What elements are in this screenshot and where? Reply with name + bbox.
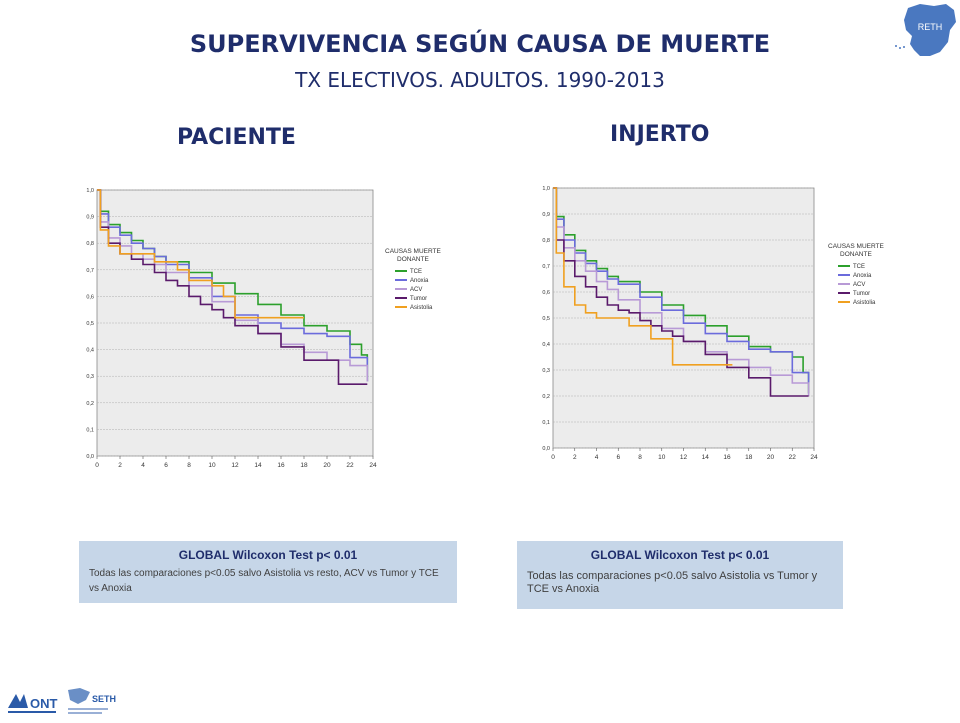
legend-item: TCE	[410, 269, 422, 275]
series-line-asistolia	[97, 189, 304, 319]
x-tick-label: 6	[616, 454, 620, 461]
x-tick-label: 8	[638, 454, 642, 461]
legend-item: Anoxia	[410, 278, 429, 284]
wilcoxon-text: Todas las comparaciones p<0.05 salvo Asi…	[89, 568, 439, 594]
legend-title: CAUSAS MUERTE	[385, 248, 442, 255]
x-tick-label: 10	[208, 462, 216, 469]
legend-item: Tumor	[853, 291, 870, 297]
x-tick-label: 16	[723, 454, 731, 461]
x-tick-label: 0	[95, 462, 99, 469]
y-tick-label: 0,1	[542, 420, 550, 426]
legend-item: ACV	[410, 287, 422, 293]
y-tick-label: 1,0	[542, 186, 550, 192]
y-tick-label: 0,5	[542, 316, 550, 322]
y-tick-label: 0,2	[86, 401, 94, 407]
x-tick-label: 20	[323, 462, 331, 469]
x-tick-label: 24	[810, 454, 818, 461]
x-tick-label: 16	[277, 462, 285, 469]
x-tick-label: 6	[164, 462, 168, 469]
x-tick-label: 24	[369, 462, 377, 469]
wilcoxon-heading: GLOBAL Wilcoxon Test p< 0.01	[590, 548, 770, 562]
x-tick-label: 10	[658, 454, 666, 461]
x-tick-label: 2	[573, 454, 577, 461]
y-tick-label: 0,9	[86, 215, 94, 221]
x-tick-label: 8	[187, 462, 191, 469]
y-tick-label: 0,1	[86, 427, 94, 433]
x-tick-label: 18	[745, 454, 753, 461]
y-tick-label: 0,8	[86, 241, 94, 247]
paciente-survival-chart: 0,00,10,20,30,40,50,60,70,80,91,00 2 4 6 8 10…	[86, 188, 442, 469]
x-tick-label: 20	[767, 454, 775, 461]
y-tick-label: 0,8	[542, 238, 550, 244]
seth-logo: SETH	[64, 686, 118, 718]
x-tick-label: 14	[254, 462, 262, 469]
y-tick-label: 0,4	[86, 348, 94, 354]
slide-subtitle: TX ELECTIVOS. ADULTOS. 1990-2013	[295, 68, 665, 92]
series-line-asistolia	[553, 187, 733, 366]
reth-map-logo: RETH	[890, 0, 960, 70]
x-tick-label: 4	[141, 462, 145, 469]
x-tick-label: 22	[346, 462, 354, 469]
y-tick-label: 0,7	[542, 264, 550, 270]
x-tick-label: 12	[680, 454, 688, 461]
y-tick-label: 0,3	[86, 374, 94, 380]
wilcoxon-heading: GLOBAL Wilcoxon Test p< 0.01	[178, 548, 358, 562]
legend-title: DONANTE	[397, 256, 429, 263]
y-tick-label: 0,0	[542, 446, 550, 452]
legend-item: ACV	[853, 282, 865, 288]
legend-item: Tumor	[410, 296, 427, 302]
y-tick-label: 0,2	[542, 394, 550, 400]
wilcoxon-text: Todas las comparaciones p<0.05 salvo Asi…	[527, 570, 818, 595]
legend-item: TCE	[853, 264, 865, 270]
wilcoxon-note-paciente: GLOBAL Wilcoxon Test p< 0.01 Todas las c…	[79, 541, 457, 603]
legend-title: DONANTE	[840, 251, 872, 258]
ont-logo-text: ONT	[30, 696, 58, 711]
x-tick-label: 0	[551, 454, 555, 461]
injerto-survival-chart: 0,00,10,20,30,40,50,60,70,80,91,00 2 4 6 8 10…	[542, 186, 885, 461]
legend-item: Anoxia	[853, 273, 872, 279]
x-tick-label: 2	[118, 462, 122, 469]
y-tick-label: 0,3	[542, 368, 550, 374]
seth-logo-text: SETH	[92, 694, 116, 704]
legend-item: Asistolia	[853, 300, 876, 306]
y-tick-label: 0,6	[542, 290, 550, 296]
x-tick-label: 12	[231, 462, 239, 469]
y-tick-label: 0,5	[86, 321, 94, 327]
panel-title-injerto: INJERTO	[610, 122, 710, 147]
x-tick-label: 18	[300, 462, 308, 469]
legend-title: CAUSAS MUERTE	[828, 243, 885, 250]
y-tick-label: 1,0	[86, 188, 94, 194]
y-tick-label: 0,4	[542, 342, 550, 348]
series-line-anoxia	[97, 189, 369, 382]
x-tick-label: 4	[595, 454, 599, 461]
wilcoxon-note-injerto: GLOBAL Wilcoxon Test p< 0.01 Todas las c…	[517, 541, 843, 609]
y-tick-label: 0,0	[86, 454, 94, 460]
series-line-tumor	[553, 187, 809, 397]
reth-logo-text: RETH	[918, 22, 943, 32]
x-tick-label: 14	[702, 454, 710, 461]
panel-title-paciente: PACIENTE	[177, 125, 296, 150]
legend-item: Asistolia	[410, 305, 433, 311]
x-tick-label: 22	[789, 454, 797, 461]
y-tick-label: 0,6	[86, 294, 94, 300]
series-line-anoxia	[553, 187, 810, 383]
y-tick-label: 0,7	[86, 268, 94, 274]
slide-title: SUPERVIVENCIA SEGÚN CAUSA DE MUERTE	[189, 30, 771, 58]
y-tick-label: 0,9	[542, 212, 550, 218]
ont-logo: ONT	[6, 688, 58, 716]
